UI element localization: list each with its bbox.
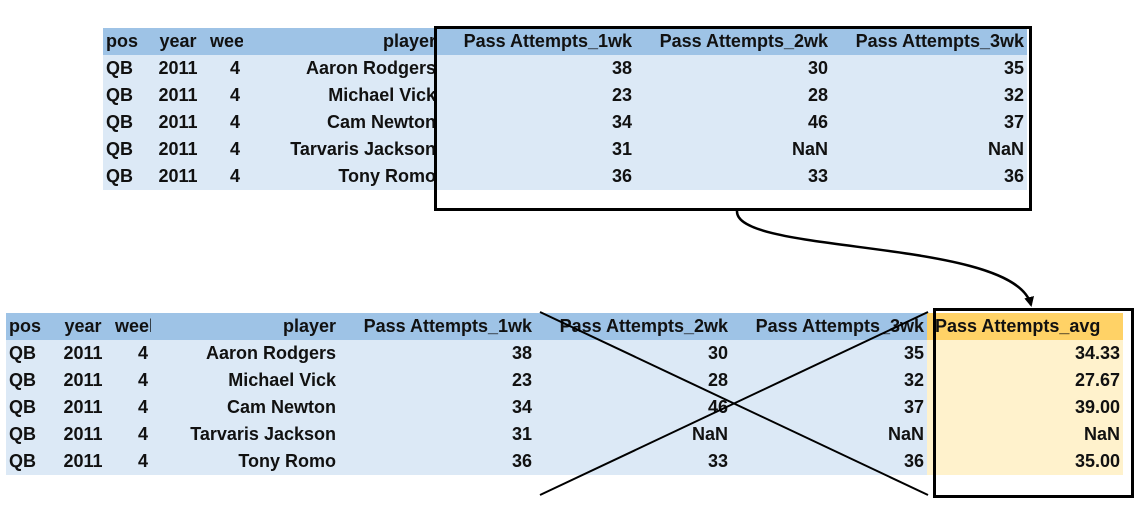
header-cell: pos	[103, 28, 149, 55]
transform-arrow	[735, 210, 1034, 307]
table-cell: 27.67	[927, 367, 1123, 394]
table-cell: 30	[635, 55, 831, 82]
table-cell: 4	[112, 340, 151, 367]
table-cell: 2011	[149, 136, 207, 163]
table-cell: 23	[439, 82, 635, 109]
table-cell: 33	[635, 163, 831, 190]
table-cell: Aaron Rodgers	[243, 55, 439, 82]
header-cell: Pass Attempts_3wk	[731, 313, 927, 340]
header-cell: player	[243, 28, 439, 55]
table-cell: 46	[635, 109, 831, 136]
table-cell: 2011	[54, 340, 112, 367]
table-cell: QB	[6, 421, 54, 448]
table-cell: QB	[103, 82, 149, 109]
table-cell: 28	[535, 367, 731, 394]
header-cell: player	[151, 313, 339, 340]
table-cell: 4	[112, 367, 151, 394]
table-cell: Aaron Rodgers	[151, 340, 339, 367]
table-cell: 37	[731, 394, 927, 421]
table-cell: 4	[207, 82, 243, 109]
header-cell: year	[149, 28, 207, 55]
table-cell: 28	[635, 82, 831, 109]
table-cell: NaN	[731, 421, 927, 448]
table-cell: 2011	[149, 82, 207, 109]
table-cell: 35	[731, 340, 927, 367]
table-cell: 35	[831, 55, 1027, 82]
table-cell: NaN	[927, 421, 1123, 448]
table-cell: Michael Vick	[151, 367, 339, 394]
header-cell: Pass Attempts_2wk	[635, 28, 831, 55]
header-cell: Pass Attempts_3wk	[831, 28, 1027, 55]
table-cell: QB	[103, 109, 149, 136]
table-cell: Cam Newton	[151, 394, 339, 421]
table-cell: 4	[112, 421, 151, 448]
table-cell: 34	[339, 394, 535, 421]
table-cell: 4	[207, 163, 243, 190]
table-cell: 46	[535, 394, 731, 421]
table-cell: 37	[831, 109, 1027, 136]
header-cell: week	[112, 313, 159, 340]
table-cell: 30	[535, 340, 731, 367]
table-cell: NaN	[635, 136, 831, 163]
table-cell: Tarvaris Jackson	[151, 421, 339, 448]
table-cell: 36	[831, 163, 1027, 190]
header-cell: pos	[6, 313, 54, 340]
source-table: pos year week player Pass Attempts_1wk Pass A…	[103, 28, 1027, 190]
table-cell: 34	[439, 109, 635, 136]
table-cell: NaN	[831, 136, 1027, 163]
table-cell: 39.00	[927, 394, 1123, 421]
header-cell: year	[54, 313, 112, 340]
table-cell: Tarvaris Jackson	[243, 136, 439, 163]
table-cell: QB	[103, 163, 149, 190]
table-cell: 4	[207, 109, 243, 136]
table-cell: 34.33	[927, 340, 1123, 367]
table-cell: QB	[103, 55, 149, 82]
table-cell: 4	[112, 394, 151, 421]
table-cell: QB	[6, 367, 54, 394]
table-cell: 35.00	[927, 448, 1123, 475]
table-cell: NaN	[535, 421, 731, 448]
table-cell: 2011	[54, 448, 112, 475]
table-cell: 2011	[54, 421, 112, 448]
table-cell: QB	[103, 136, 149, 163]
table-cell: 4	[207, 136, 243, 163]
table-cell: 31	[439, 136, 635, 163]
table-cell: 23	[339, 367, 535, 394]
table-cell: 2011	[54, 367, 112, 394]
header-cell: Pass Attempts_avg	[927, 313, 1123, 340]
table-cell: Tony Romo	[151, 448, 339, 475]
table-cell: Cam Newton	[243, 109, 439, 136]
table-cell: 38	[339, 340, 535, 367]
table-cell: QB	[6, 394, 54, 421]
table-cell: 36	[731, 448, 927, 475]
cross-out-line-2	[539, 311, 929, 496]
table-cell: 36	[439, 163, 635, 190]
header-cell: Pass Attempts_1wk	[339, 313, 535, 340]
header-cell: Pass Attempts_2wk	[535, 313, 731, 340]
table-cell: 33	[535, 448, 731, 475]
table-cell: QB	[6, 448, 54, 475]
table-cell: 31	[339, 421, 535, 448]
table-cell: 2011	[149, 55, 207, 82]
table-cell: 4	[112, 448, 151, 475]
table-cell: 36	[339, 448, 535, 475]
table-cell: Tony Romo	[243, 163, 439, 190]
table-cell: 2011	[149, 109, 207, 136]
table-cell: 2011	[54, 394, 112, 421]
table-cell: 2011	[149, 163, 207, 190]
header-cell: Pass Attempts_1wk	[439, 28, 635, 55]
table-cell: 4	[207, 55, 243, 82]
result-table: pos year week player Pass Attempts_1wk Pass A…	[6, 313, 1123, 475]
table-cell: 32	[831, 82, 1027, 109]
table-cell: QB	[6, 340, 54, 367]
table-cell: Michael Vick	[243, 82, 439, 109]
table-cell: 38	[439, 55, 635, 82]
